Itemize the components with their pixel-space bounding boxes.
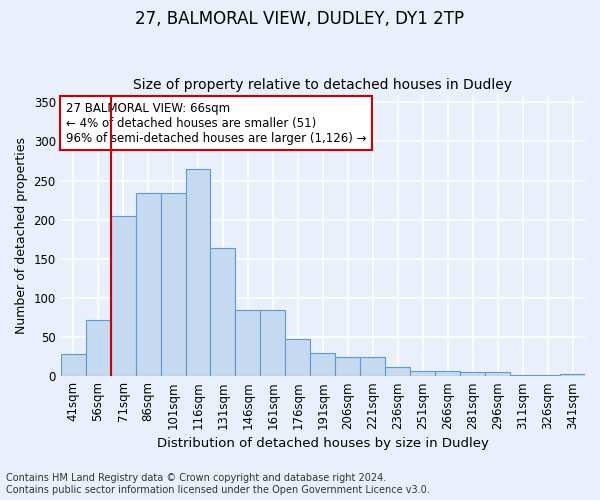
Bar [161, 193, 185, 376]
Bar [110, 216, 136, 376]
Bar [310, 352, 335, 376]
Bar [260, 310, 286, 376]
Bar [185, 169, 211, 376]
X-axis label: Distribution of detached houses by size in Dudley: Distribution of detached houses by size … [157, 437, 489, 450]
Bar [335, 356, 360, 376]
Bar [211, 248, 235, 376]
Bar [485, 372, 510, 376]
Bar [286, 340, 310, 376]
Bar [560, 374, 585, 376]
Bar [61, 354, 86, 376]
Title: Size of property relative to detached houses in Dudley: Size of property relative to detached ho… [133, 78, 512, 92]
Bar [410, 370, 435, 376]
Text: 27, BALMORAL VIEW, DUDLEY, DY1 2TP: 27, BALMORAL VIEW, DUDLEY, DY1 2TP [136, 10, 464, 28]
Bar [136, 193, 161, 376]
Text: 27 BALMORAL VIEW: 66sqm
← 4% of detached houses are smaller (51)
96% of semi-det: 27 BALMORAL VIEW: 66sqm ← 4% of detached… [66, 102, 367, 144]
Bar [385, 367, 410, 376]
Text: Contains HM Land Registry data © Crown copyright and database right 2024.
Contai: Contains HM Land Registry data © Crown c… [6, 474, 430, 495]
Y-axis label: Number of detached properties: Number of detached properties [15, 137, 28, 334]
Bar [510, 374, 535, 376]
Bar [435, 370, 460, 376]
Bar [360, 356, 385, 376]
Bar [235, 310, 260, 376]
Bar [86, 320, 110, 376]
Bar [460, 372, 485, 376]
